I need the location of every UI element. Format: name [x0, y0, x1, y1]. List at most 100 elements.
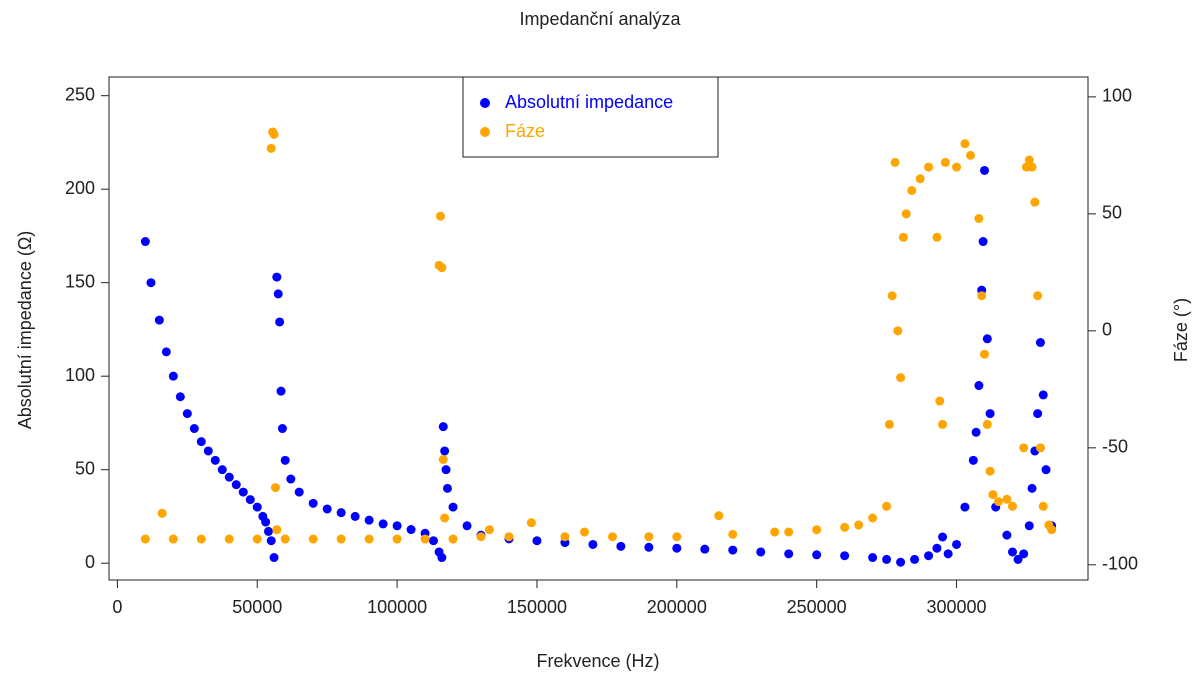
- point: [714, 511, 724, 521]
- point: [157, 508, 167, 518]
- point: [868, 513, 878, 523]
- point: [286, 474, 296, 484]
- point: [462, 521, 472, 531]
- point: [182, 409, 192, 419]
- point: [982, 334, 992, 344]
- x-tick-label: 0: [112, 597, 122, 617]
- point: [607, 532, 617, 542]
- legend-label: Absolutní impedance: [505, 92, 673, 112]
- y-tick-label: 50: [75, 458, 95, 478]
- point: [210, 455, 220, 465]
- legend-label: Fáze: [505, 121, 545, 141]
- point: [915, 174, 925, 184]
- point: [1041, 465, 1051, 475]
- point: [378, 519, 388, 529]
- y-tick-label: 200: [65, 178, 95, 198]
- point: [277, 424, 287, 434]
- point: [1038, 390, 1048, 400]
- point: [728, 529, 738, 539]
- point: [275, 317, 285, 327]
- point: [932, 232, 942, 242]
- point: [1002, 530, 1012, 540]
- point: [898, 232, 908, 242]
- point: [392, 521, 402, 531]
- y2-tick-label: -50: [1102, 437, 1128, 457]
- point: [988, 490, 998, 500]
- x-tick-label: 200000: [647, 597, 707, 617]
- point: [435, 211, 445, 221]
- point: [560, 532, 570, 542]
- point: [985, 409, 995, 419]
- point: [943, 549, 953, 559]
- x-tick-label: 50000: [232, 597, 282, 617]
- point: [269, 129, 279, 139]
- point: [1019, 443, 1029, 453]
- x-tick-label: 100000: [367, 597, 427, 617]
- point: [438, 422, 448, 432]
- y-tick-label: 0: [85, 552, 95, 572]
- point: [442, 483, 452, 493]
- point: [269, 553, 279, 563]
- x-tick-label: 150000: [507, 597, 567, 617]
- point: [978, 237, 988, 247]
- point: [294, 487, 304, 497]
- point: [896, 557, 906, 567]
- point: [968, 455, 978, 465]
- point: [890, 157, 900, 167]
- point: [526, 518, 536, 528]
- point: [437, 263, 447, 273]
- y-tick-label: 250: [65, 84, 95, 104]
- point: [977, 291, 987, 301]
- point: [196, 534, 206, 544]
- point: [1033, 409, 1043, 419]
- point: [252, 502, 262, 512]
- point: [364, 515, 374, 525]
- point: [1047, 525, 1057, 535]
- point: [952, 539, 962, 549]
- legend-marker: [480, 127, 490, 137]
- point: [700, 544, 710, 554]
- point: [484, 525, 494, 535]
- point: [1024, 155, 1034, 165]
- point: [770, 527, 780, 537]
- point: [266, 536, 276, 546]
- point: [280, 455, 290, 465]
- point: [168, 371, 178, 381]
- point: [266, 143, 276, 153]
- point: [1027, 162, 1037, 172]
- point: [1007, 501, 1017, 511]
- point: [910, 554, 920, 564]
- point: [616, 541, 626, 551]
- point: [364, 534, 374, 544]
- point: [812, 550, 822, 560]
- point: [189, 424, 199, 434]
- point: [784, 549, 794, 559]
- point: [974, 381, 984, 391]
- point: [840, 551, 850, 561]
- point: [1024, 521, 1034, 531]
- point: [812, 525, 822, 535]
- point: [308, 534, 318, 544]
- point: [448, 534, 458, 544]
- point: [224, 534, 234, 544]
- point: [784, 527, 794, 537]
- point: [420, 534, 430, 544]
- y2-axis-label: Fáze (°): [1171, 298, 1191, 362]
- point: [1019, 549, 1029, 559]
- y2-tick-label: -100: [1102, 554, 1138, 574]
- point: [224, 472, 234, 482]
- point: [272, 272, 282, 282]
- point: [161, 347, 171, 357]
- point: [308, 498, 318, 508]
- point: [504, 532, 514, 542]
- point: [993, 497, 1003, 507]
- point: [924, 162, 934, 172]
- point: [168, 534, 178, 544]
- point: [932, 543, 942, 553]
- point: [437, 553, 447, 563]
- point: [960, 139, 970, 149]
- point: [428, 536, 438, 546]
- point: [1033, 291, 1043, 301]
- point: [966, 150, 976, 160]
